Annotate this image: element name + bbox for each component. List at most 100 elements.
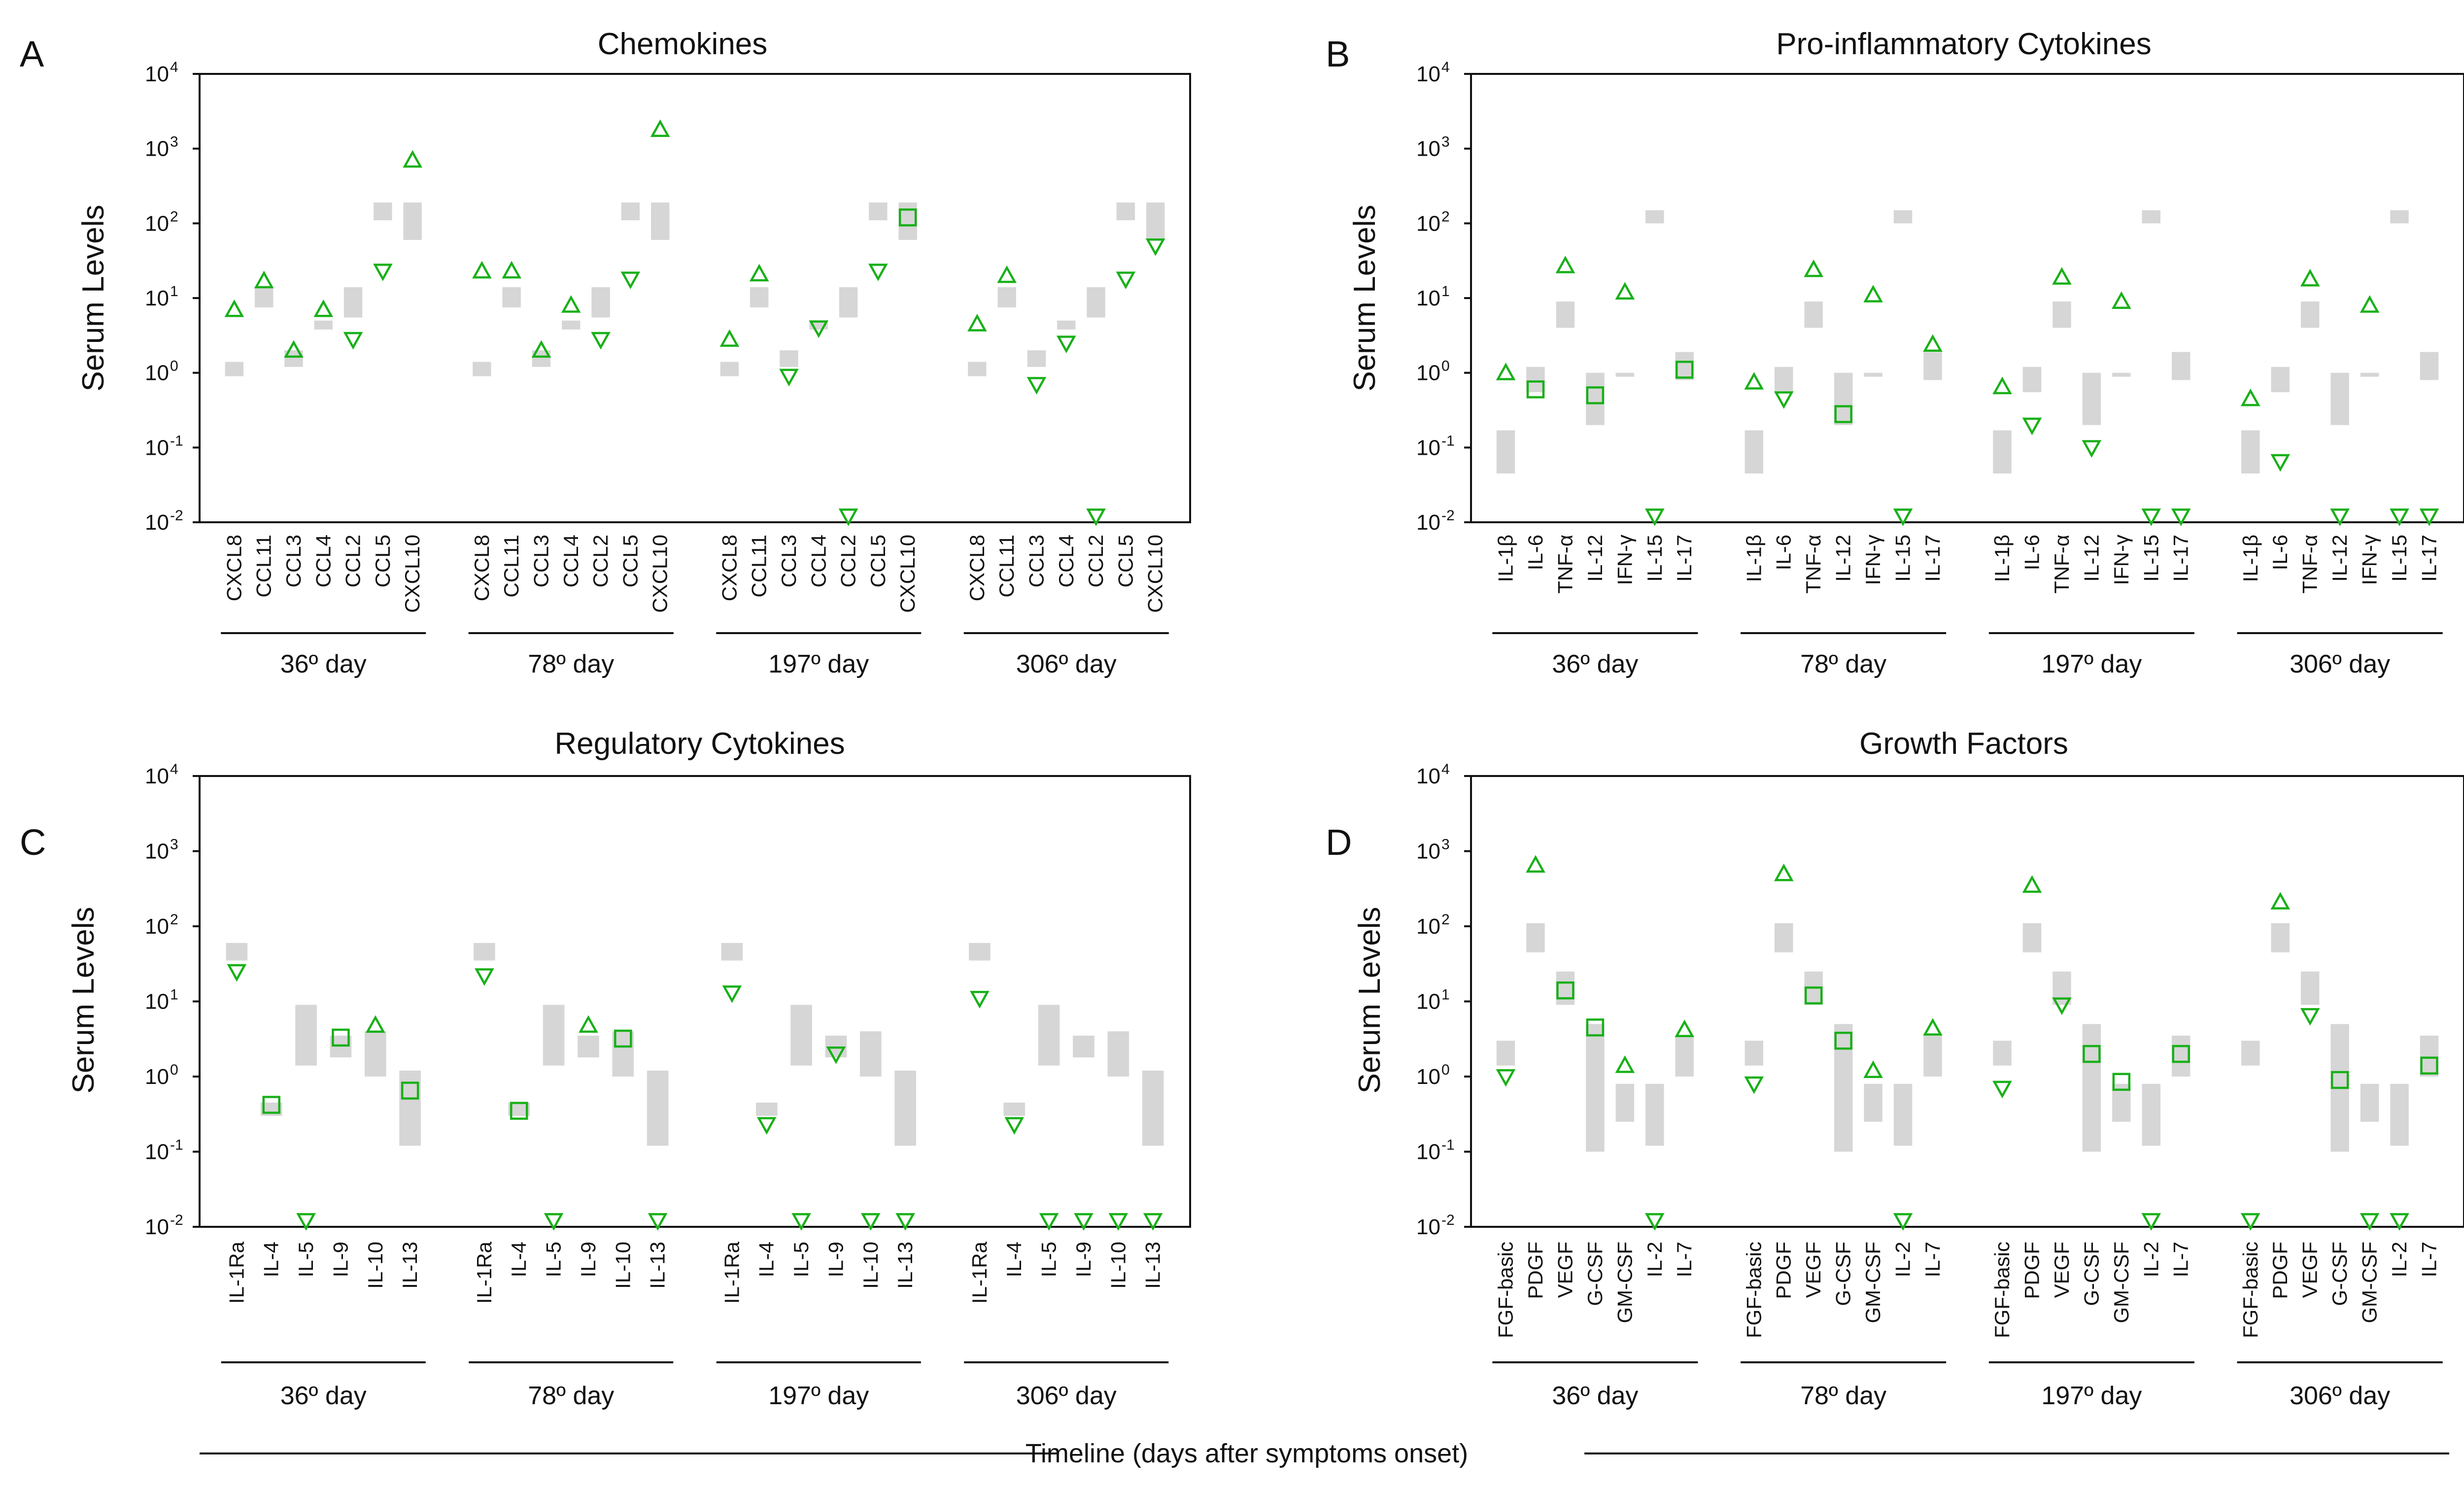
category-label: GM-CSF: [1613, 1242, 1636, 1323]
y-tick-label: 10: [145, 211, 169, 236]
marker-decreased: [343, 332, 363, 350]
footer-label: Timeline (days after symptoms onset): [1026, 1439, 1468, 1468]
category-label: IL-2: [2139, 1242, 2162, 1277]
category-label: IFN-γ: [1861, 535, 1884, 585]
category-label: VEGF: [2298, 1242, 2322, 1298]
plot-frame: [199, 775, 1191, 1228]
reference-range-bar: [1586, 1024, 1605, 1152]
category-label: FGF-basic: [1742, 1242, 1765, 1338]
marker-decreased: [1145, 238, 1165, 256]
marker-decreased: [296, 1213, 316, 1231]
y-tick-label: 10: [1416, 990, 1440, 1014]
marker-decreased: [756, 1117, 777, 1135]
timepoint-group: FGF-basic PDGF VEGF G-CSF GM-CSF IL-2 IL-7 197º…: [1988, 875, 2194, 1410]
marker-increased: [1555, 255, 1575, 273]
reference-range-bar: [2082, 1024, 2101, 1152]
category-label: G-CSF: [2328, 1242, 2351, 1306]
reference-range-bar: [2271, 923, 2290, 952]
reference-range-bar: [650, 202, 670, 240]
panel-letter: A: [20, 34, 44, 74]
reference-range-bar: [543, 1005, 565, 1066]
y-tick-label: 10: [1416, 62, 1440, 86]
y-tick-exponent: -1: [170, 1137, 183, 1153]
timepoint-group: IL-1Ra IL-4 IL-5 IL-9 IL-10 IL-13 197º day: [716, 943, 921, 1410]
timepoint-label: 197º day: [768, 650, 869, 678]
y-axis-label: Serum Levels: [1348, 204, 1382, 391]
y-tick-exponent: 2: [170, 208, 178, 225]
category-label: CCL3: [1025, 535, 1048, 587]
category-label: G-CSF: [1583, 1242, 1607, 1306]
y-tick-exponent: -2: [1441, 507, 1455, 524]
category-label: IL-13: [646, 1242, 669, 1289]
marker-decreased: [779, 369, 799, 387]
category-label: CXCL8: [222, 535, 245, 601]
reference-range-bar: [2053, 301, 2071, 328]
category-label: IL-4: [1002, 1242, 1026, 1277]
marker-increased: [997, 265, 1017, 283]
reference-range-bar: [502, 287, 521, 307]
timepoint-group: IL-1β IL-6 TNF-α IL-12 IFN-γ IL-15 IL-17 306º d…: [2237, 210, 2443, 678]
marker-decreased: [1644, 508, 1665, 526]
reference-range-bar: [2300, 971, 2320, 1005]
marker-decreased: [2082, 440, 2102, 458]
marker-decreased: [722, 985, 742, 1003]
reference-range-bar: [2360, 372, 2379, 377]
category-label: CCL3: [777, 535, 800, 587]
timepoint-label: 197º day: [768, 1382, 869, 1410]
reference-range-bar: [2241, 1041, 2260, 1066]
y-tick-exponent: 4: [170, 59, 178, 75]
marker-increased: [224, 299, 244, 317]
panel-title: Regulatory Cytokines: [554, 727, 845, 761]
timepoint-group: IL-1Ra IL-4 IL-5 IL-9 IL-10 IL-13 36º day: [221, 943, 426, 1410]
category-label: VEGF: [1802, 1242, 1825, 1298]
y-tick-label: 10: [1416, 137, 1440, 161]
marker-decreased: [860, 1213, 881, 1231]
marker-decreased: [1644, 1213, 1665, 1231]
y-tick-exponent: 3: [1441, 134, 1450, 150]
panel-letter: C: [20, 822, 46, 863]
marker-within-range: [1675, 361, 1694, 379]
marker-decreased: [1893, 1213, 1913, 1231]
marker-increased: [719, 329, 740, 347]
reference-range-bar: [2420, 1036, 2439, 1077]
panel-letter: D: [1326, 822, 1352, 863]
category-label: CCL11: [500, 535, 523, 598]
timepoint-label: 306º day: [1016, 1382, 1117, 1410]
marker-increased: [2052, 267, 2072, 285]
y-tick-exponent: 3: [170, 134, 178, 150]
marker-increased: [967, 313, 987, 332]
reference-range-bar: [225, 362, 244, 376]
category-label: VEGF: [1553, 1242, 1576, 1298]
y-tick-exponent: 4: [170, 761, 178, 777]
timepoint-group: FGF-basic PDGF VEGF G-CSF GM-CSF IL-2 IL-7 306º…: [2237, 892, 2443, 1410]
reference-range-bar: [894, 1070, 916, 1146]
category-label: CXCL10: [649, 535, 672, 613]
category-label: IL-17: [1921, 535, 1944, 582]
y-tick-exponent: 3: [1441, 837, 1450, 853]
timepoint-group: IL-1Ra IL-4 IL-5 IL-9 IL-10 IL-13 78º day: [469, 943, 674, 1410]
y-tick-label: 10: [145, 990, 169, 1014]
category-label: TNF-α: [2298, 535, 2322, 594]
category-label: IL-1Ra: [225, 1241, 248, 1304]
timepoint-label: 78º day: [528, 1382, 614, 1410]
reference-range-bar: [343, 287, 363, 318]
category-label: CXCL10: [401, 535, 424, 613]
timepoint-label: 36º day: [280, 1382, 367, 1410]
reference-range-bar: [474, 943, 495, 961]
marker-within-range: [510, 1102, 528, 1120]
marker-increased: [254, 270, 274, 289]
timepoint-label: 197º day: [2041, 650, 2142, 678]
category-label: IL-9: [1072, 1242, 1095, 1277]
marker-increased: [1496, 363, 1516, 380]
marker-decreased: [2141, 1213, 2161, 1231]
marker-increased: [1923, 1018, 1943, 1036]
category-label: FGF-basic: [1494, 1242, 1517, 1338]
marker-increased: [1615, 1055, 1635, 1073]
y-tick-label: 10: [145, 1215, 169, 1239]
y-tick-label: 10: [1416, 914, 1440, 939]
reference-range-bar: [254, 287, 274, 307]
reference-range-bar: [1923, 1036, 1942, 1077]
